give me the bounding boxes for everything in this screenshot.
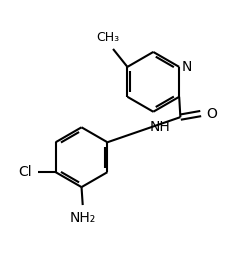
Text: Cl: Cl	[18, 165, 32, 179]
Text: O: O	[207, 107, 218, 121]
Text: NH₂: NH₂	[70, 211, 96, 225]
Text: NH: NH	[150, 120, 171, 134]
Text: N: N	[182, 60, 192, 74]
Text: CH₃: CH₃	[97, 31, 120, 44]
